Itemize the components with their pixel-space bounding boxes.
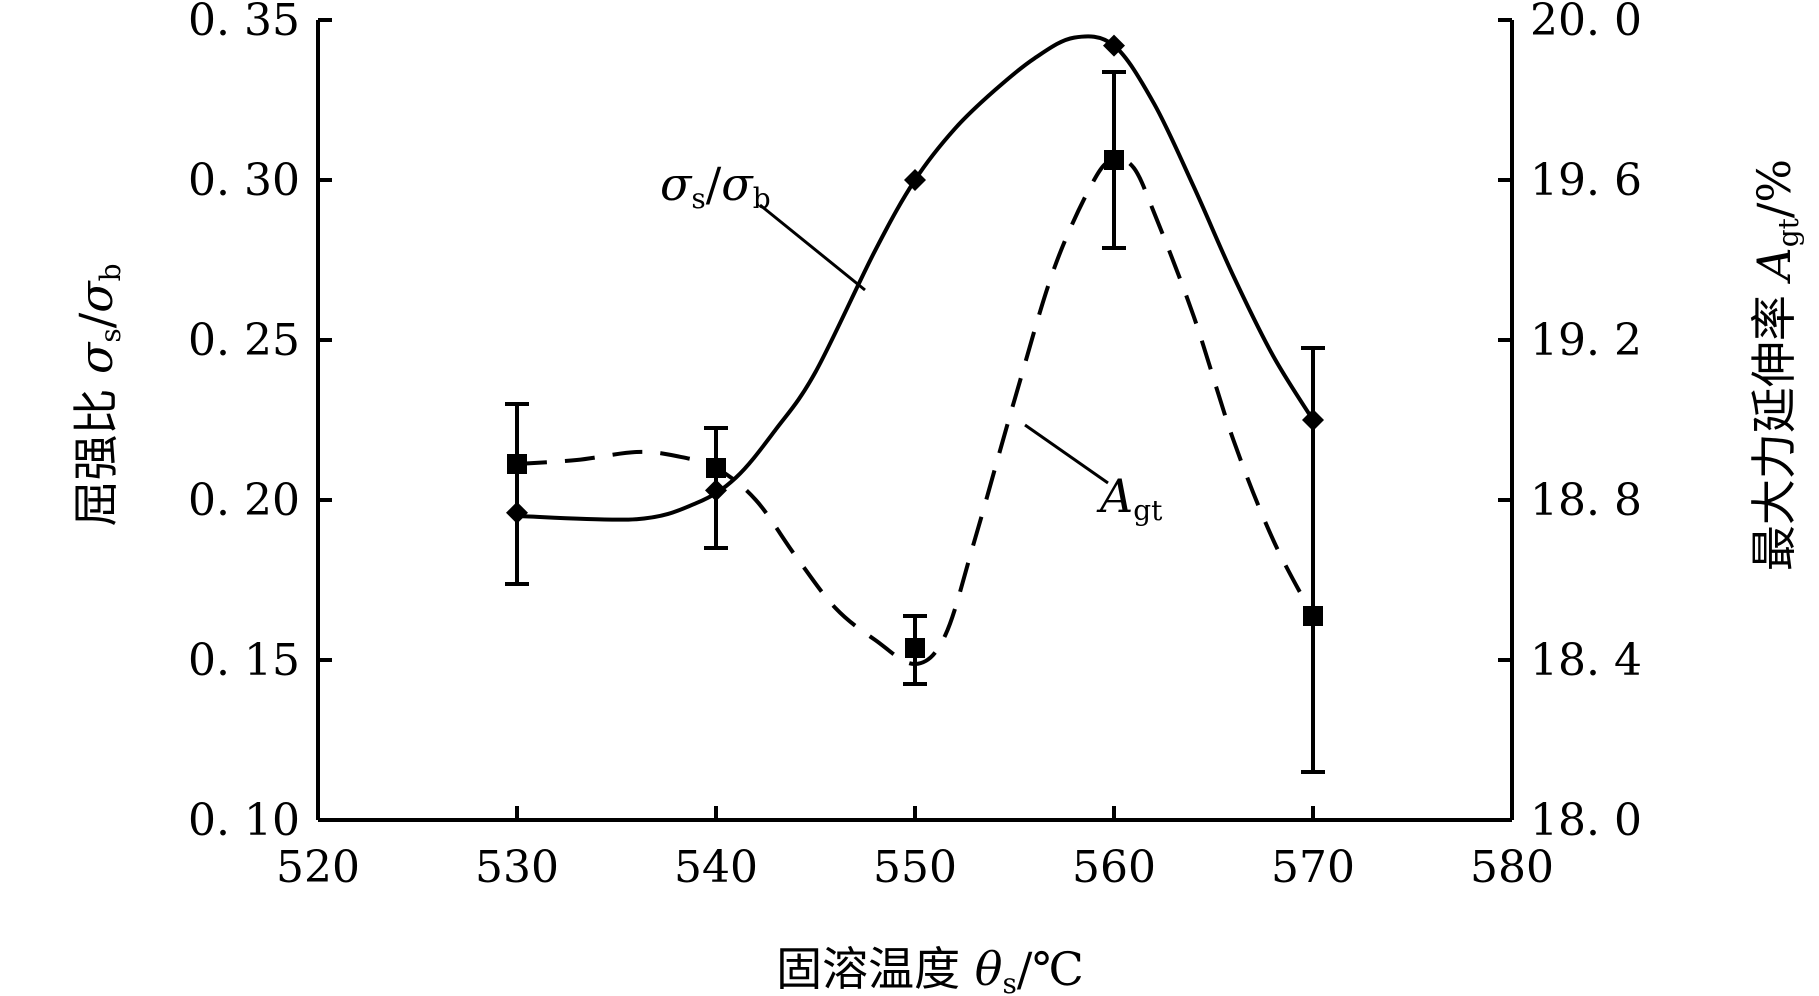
y-right-label-sub: gt	[1772, 217, 1805, 247]
x-axis-label-unit: /℃	[1017, 942, 1084, 996]
y-right-label-sym: A	[1747, 247, 1801, 284]
y-left-tick-label: 0. 30	[188, 155, 300, 206]
sigma-ratio-point	[506, 501, 528, 524]
y-right-tick-label: 19. 6	[1530, 155, 1642, 206]
sigma-annotation-leader	[759, 203, 866, 292]
y-right-axis-label: 最大力延伸率 Agt/%	[1747, 159, 1805, 571]
y-right-tick-label: 18. 0	[1530, 795, 1642, 846]
tick-labels: 520 530 540 550 560 570 580 0. 10 0. 15 0. 20 0. 2…	[188, 0, 1642, 893]
y-left-tick-label: 0. 25	[188, 315, 300, 366]
y-left-tick-label: 0. 15	[188, 635, 300, 686]
axes	[316, 18, 1514, 822]
y-right-tick-label: 18. 8	[1530, 475, 1642, 526]
x-tick-label: 580	[1470, 842, 1554, 893]
sigma-annotation-sub2: b	[753, 182, 771, 215]
agt-point	[1303, 606, 1323, 626]
agt-annotation-leader	[1024, 423, 1109, 485]
y-left-label-text: 屈强比	[69, 374, 123, 527]
x-axis-label-text: 固溶温度	[776, 942, 975, 996]
y-left-label-sym1: σ	[69, 341, 123, 374]
sigma-annotation: σs/σb	[660, 157, 771, 215]
agt-annotation-sub: gt	[1133, 494, 1163, 527]
y-left-label-sub1: s	[94, 328, 127, 342]
sigma-ratio-point	[1103, 34, 1125, 57]
x-tick-label: 550	[873, 842, 957, 893]
y-left-label-sym2: σ	[69, 280, 123, 313]
y-left-axis-label: 屈强比 σs/σb	[69, 263, 127, 526]
x-axis-label: 固溶温度 θs/℃	[776, 942, 1084, 996]
x-tick-label: 570	[1271, 842, 1355, 893]
agt-point	[1104, 150, 1124, 170]
sigma-ratio-point	[705, 479, 727, 502]
curves	[516, 34, 1315, 666]
agt-annotation-sym: A	[1096, 469, 1133, 523]
sigma-ratio-point	[1302, 409, 1324, 431]
y-left-label-sub2: b	[94, 263, 127, 281]
markers	[506, 34, 1324, 658]
agt-curve	[516, 157, 1315, 666]
x-tick-label: 540	[674, 842, 758, 893]
y-right-tick-label: 18. 4	[1530, 635, 1642, 686]
y-right-label-unit: /%	[1747, 159, 1801, 218]
x-tick-label: 530	[475, 842, 559, 893]
agt-point	[507, 454, 527, 474]
y-left-label-slash: /	[69, 312, 123, 328]
y-right-tick-label: 20. 0	[1530, 0, 1642, 46]
agt-annotation: Agt	[1096, 469, 1163, 527]
agt-point	[706, 458, 726, 478]
sigma-annotation-sym1: σ	[660, 157, 693, 211]
sigma-annotation-sym2: σ	[721, 157, 754, 211]
x-axis-label-symbol: θ	[975, 942, 1003, 996]
y-left-tick-label: 0. 10	[188, 795, 300, 846]
sigma-ratio-point	[904, 169, 926, 191]
sigma-annotation-slash: /	[706, 157, 722, 211]
x-tick-label: 520	[276, 842, 360, 893]
sigma-annotation-sub1: s	[691, 182, 705, 215]
y-left-tick-label: 0. 20	[188, 475, 300, 526]
y-right-tick-label: 19. 2	[1530, 315, 1642, 366]
y-right-label-text: 最大力延伸率	[1747, 281, 1801, 572]
x-axis-label-sub: s	[1002, 967, 1016, 996]
x-tick-label: 560	[1072, 842, 1156, 893]
agt-point	[905, 638, 925, 658]
y-left-tick-label: 0. 35	[188, 0, 300, 46]
sigma-ratio-curve	[516, 34, 1315, 522]
